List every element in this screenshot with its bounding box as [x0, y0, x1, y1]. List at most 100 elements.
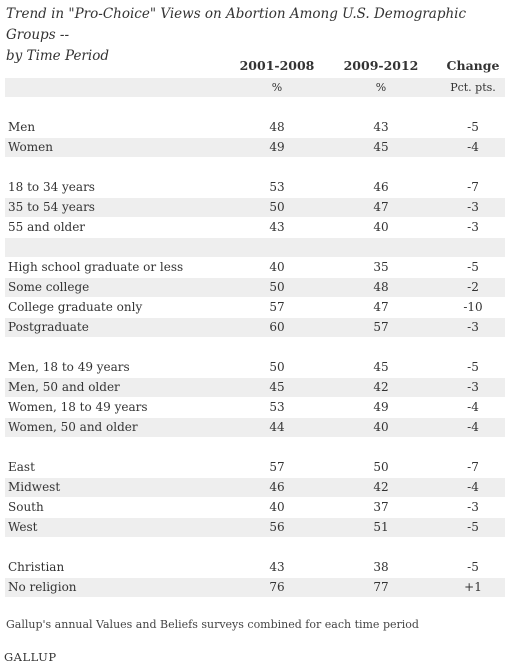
value-2001-2008: 49	[237, 137, 337, 158]
spacer-row	[5, 157, 505, 178]
value-2001-2008: 40	[237, 497, 337, 518]
row-label: East	[5, 457, 237, 478]
table-row: No religion 76 77 +1	[5, 577, 505, 598]
table-row: Some college 50 48 -2	[5, 277, 505, 298]
value-2001-2008: 60	[237, 317, 337, 338]
value-2001-2008: 53	[237, 177, 337, 198]
row-label: Men, 18 to 49 years	[5, 357, 237, 378]
row-label: 18 to 34 years	[5, 177, 237, 198]
value-2009-2012: 51	[337, 517, 437, 538]
row-label: College graduate only	[5, 297, 237, 318]
spacer-cell	[5, 97, 237, 118]
table-row: East 57 50 -7	[5, 457, 505, 478]
table-row: 35 to 54 years 50 47 -3	[5, 197, 505, 218]
spacer-cell	[437, 437, 505, 458]
row-label: West	[5, 517, 237, 538]
value-2001-2008: 40	[237, 257, 337, 278]
source-note: Gallup's annual Values and Beliefs surve…	[6, 618, 419, 631]
value-change: +1	[437, 577, 505, 598]
value-2001-2008: 43	[237, 557, 337, 578]
spacer-row	[5, 337, 505, 358]
value-change: -7	[437, 457, 505, 478]
value-2001-2008: 56	[237, 517, 337, 538]
value-2009-2012: 47	[337, 297, 437, 318]
row-label: Women	[5, 137, 237, 158]
spacer-cell	[437, 337, 505, 358]
value-change: -3	[437, 197, 505, 218]
value-2009-2012: 49	[337, 397, 437, 418]
value-2001-2008: 53	[237, 397, 337, 418]
title-line-1: Trend in "Pro-Choice" Views on Abortion …	[6, 6, 467, 43]
value-change: -2	[437, 277, 505, 298]
spacer-cell	[337, 337, 437, 358]
table-row: South 40 37 -3	[5, 497, 505, 518]
subheader-empty	[5, 77, 237, 98]
spacer-cell	[5, 237, 237, 258]
value-2001-2008: 45	[237, 377, 337, 398]
spacer-cell	[237, 437, 337, 458]
table-row: 55 and older 43 40 -3	[5, 217, 505, 238]
row-label: Midwest	[5, 477, 237, 498]
row-label: Some college	[5, 277, 237, 298]
value-change: -4	[437, 397, 505, 418]
row-label: Women, 18 to 49 years	[5, 397, 237, 418]
header-change: Change	[437, 55, 505, 78]
subheader-unit-2: %	[337, 77, 437, 98]
spacer-row	[5, 237, 505, 258]
value-change: -5	[437, 557, 505, 578]
row-label: Postgraduate	[5, 317, 237, 338]
spacer-cell	[5, 157, 237, 178]
row-label: Men, 50 and older	[5, 377, 237, 398]
row-label: 55 and older	[5, 217, 237, 238]
gallup-logo: GALLUP	[4, 650, 57, 664]
spacer-row	[5, 437, 505, 458]
row-label: Christian	[5, 557, 237, 578]
value-2009-2012: 46	[337, 177, 437, 198]
value-2001-2008: 46	[237, 477, 337, 498]
spacer-cell	[337, 237, 437, 258]
table-row: Christian 43 38 -5	[5, 557, 505, 578]
table-row: Midwest 46 42 -4	[5, 477, 505, 498]
value-change: -4	[437, 477, 505, 498]
spacer-cell	[437, 97, 505, 118]
subheader-row: % % Pct. pts.	[5, 77, 505, 98]
row-label: No religion	[5, 577, 237, 598]
table-row: Men, 18 to 49 years 50 45 -5	[5, 357, 505, 378]
value-2001-2008: 50	[237, 357, 337, 378]
spacer-cell	[337, 537, 437, 558]
value-change: -5	[437, 257, 505, 278]
table-row: West 56 51 -5	[5, 517, 505, 538]
table-row: Women, 18 to 49 years 53 49 -4	[5, 397, 505, 418]
value-change: -5	[437, 517, 505, 538]
value-2001-2008: 50	[237, 277, 337, 298]
value-change: -5	[437, 357, 505, 378]
value-change: -3	[437, 317, 505, 338]
header-period-2: 2009-2012	[337, 55, 437, 78]
table-row: Men, 50 and older 45 42 -3	[5, 377, 505, 398]
table-row: High school graduate or less 40 35 -5	[5, 257, 505, 278]
spacer-cell	[237, 237, 337, 258]
value-2009-2012: 38	[337, 557, 437, 578]
spacer-row	[5, 97, 505, 118]
spacer-row	[5, 537, 505, 558]
value-change: -4	[437, 137, 505, 158]
table-row: Postgraduate 60 57 -3	[5, 317, 505, 338]
spacer-cell	[237, 157, 337, 178]
value-2001-2008: 43	[237, 217, 337, 238]
spacer-cell	[5, 537, 237, 558]
spacer-cell	[237, 537, 337, 558]
value-2001-2008: 76	[237, 577, 337, 598]
value-2009-2012: 77	[337, 577, 437, 598]
subheader-unit-change: Pct. pts.	[437, 77, 505, 98]
spacer-cell	[437, 157, 505, 178]
table-row: Women 49 45 -4	[5, 137, 505, 158]
value-2001-2008: 57	[237, 297, 337, 318]
table-row: Men 48 43 -5	[5, 117, 505, 138]
value-change: -7	[437, 177, 505, 198]
value-change: -4	[437, 417, 505, 438]
spacer-cell	[437, 537, 505, 558]
value-2001-2008: 44	[237, 417, 337, 438]
spacer-cell	[437, 237, 505, 258]
row-label: Men	[5, 117, 237, 138]
value-2009-2012: 42	[337, 377, 437, 398]
